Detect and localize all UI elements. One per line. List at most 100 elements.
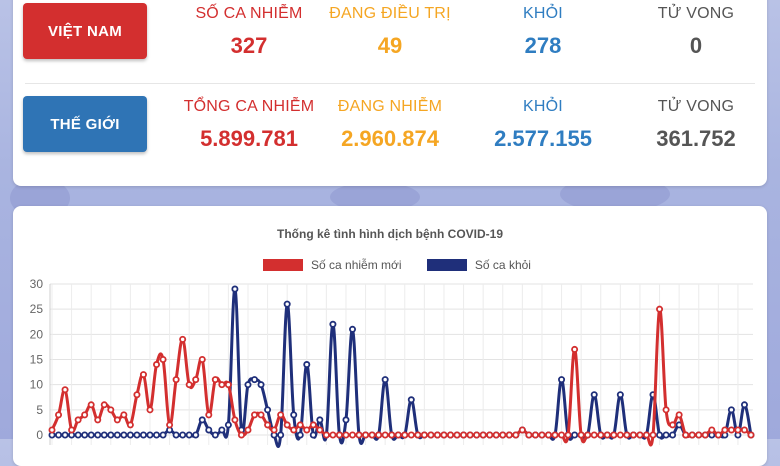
data-point-0 (133, 391, 141, 399)
data-point-0 (701, 431, 709, 439)
data-point-1 (309, 431, 317, 439)
stat-label: SỐ CA NHIỄM (195, 5, 303, 22)
data-point-0 (368, 431, 376, 439)
data-point-0 (433, 431, 441, 439)
data-point-0 (237, 431, 245, 439)
data-point-0 (420, 431, 428, 439)
data-point-0 (727, 426, 735, 434)
stat-label: TỔNG CA NHIỄM (183, 98, 315, 115)
world-button[interactable]: THẾ GIỚI (23, 96, 147, 152)
data-point-0 (682, 431, 690, 439)
data-point-0 (251, 411, 259, 419)
data-point-1 (296, 431, 304, 439)
stat-value: 2.960.874 (341, 126, 439, 151)
data-point-0 (688, 431, 696, 439)
legend-swatch (426, 259, 467, 271)
stat-value: 0 (689, 33, 703, 58)
data-point-0 (512, 431, 520, 439)
data-point-0 (551, 431, 559, 439)
data-point-0 (695, 431, 703, 439)
data-point-0 (349, 431, 357, 439)
data-point-0 (669, 421, 677, 429)
data-point-0 (277, 411, 285, 419)
y-tick-label: 0 (36, 428, 43, 442)
data-point-1 (172, 431, 180, 439)
data-point-0 (322, 431, 330, 439)
data-point-0 (179, 335, 187, 343)
legend-item-recovered[interactable]: Số ca khỏi (426, 258, 531, 272)
data-point-0 (198, 355, 206, 363)
data-point-1 (146, 431, 154, 439)
stat-value: 2.577.155 (494, 126, 592, 151)
data-point-0 (74, 416, 82, 424)
vn-stat-deaths: TỬ VONG 0 (611, 5, 780, 59)
stat-value: 361.752 (656, 126, 736, 151)
data-point-1 (342, 416, 350, 424)
data-point-1 (87, 431, 95, 439)
data-point-1 (727, 406, 735, 414)
data-point-0 (185, 381, 193, 389)
data-point-1 (349, 325, 357, 333)
data-point-0 (120, 411, 128, 419)
data-point-0 (394, 431, 402, 439)
world-stats-row: THẾ GIỚI TỔNG CA NHIỄM 5.899.781 ĐANG NH… (13, 88, 767, 168)
world-stat-recovered: KHỎI 2.577.155 (458, 98, 628, 152)
data-point-0 (401, 431, 409, 439)
data-point-0 (714, 431, 722, 439)
data-point-1 (211, 431, 219, 439)
data-point-1 (94, 431, 102, 439)
data-point-0 (525, 431, 533, 439)
data-point-1 (100, 431, 108, 439)
data-point-0 (675, 411, 683, 419)
data-point-0 (492, 431, 500, 439)
data-point-0 (597, 431, 605, 439)
data-point-1 (218, 426, 226, 434)
data-point-0 (414, 431, 422, 439)
chart-title: Thống kê tình hình dịch bệnh COVID-19 (277, 227, 503, 241)
y-tick-label: 25 (30, 302, 44, 316)
data-point-0 (656, 305, 664, 313)
data-point-0 (577, 431, 585, 439)
data-point-0 (721, 426, 729, 434)
data-point-0 (446, 431, 454, 439)
data-point-1 (81, 431, 89, 439)
data-point-0 (159, 355, 167, 363)
series-line-0 (50, 307, 752, 447)
data-point-0 (153, 361, 161, 369)
data-point-1 (257, 381, 265, 389)
data-point-0 (466, 431, 474, 439)
data-point-1 (407, 396, 415, 404)
data-point-0 (499, 431, 507, 439)
vn-stat-recovered: KHỎI 278 (458, 5, 628, 59)
data-point-0 (81, 411, 89, 419)
data-point-0 (126, 421, 134, 429)
data-point-0 (381, 431, 389, 439)
data-point-0 (440, 431, 448, 439)
data-point-1 (251, 376, 259, 384)
data-point-0 (264, 421, 272, 429)
data-point-0 (427, 431, 435, 439)
data-point-1 (192, 431, 200, 439)
data-point-0 (316, 426, 324, 434)
legend-item-new-cases[interactable]: Số ca nhiễm mới (263, 258, 402, 272)
data-point-1 (107, 431, 115, 439)
data-point-1 (74, 431, 82, 439)
data-point-0 (100, 401, 108, 409)
y-tick-label: 30 (30, 277, 44, 291)
data-point-1 (113, 431, 121, 439)
data-point-0 (192, 376, 200, 384)
data-point-1 (558, 376, 566, 384)
data-point-0 (584, 431, 592, 439)
data-point-1 (126, 431, 134, 439)
y-tick-label: 10 (30, 378, 44, 392)
legend-label: Số ca khỏi (474, 258, 531, 272)
data-point-0 (610, 431, 618, 439)
data-point-1 (198, 416, 206, 424)
data-point-1 (316, 416, 324, 424)
data-point-0 (473, 431, 481, 439)
data-point-0 (479, 431, 487, 439)
data-point-0 (362, 431, 370, 439)
data-point-1 (303, 361, 311, 369)
vietnam-button[interactable]: VIỆT NAM (23, 3, 147, 59)
data-point-1 (231, 285, 239, 293)
